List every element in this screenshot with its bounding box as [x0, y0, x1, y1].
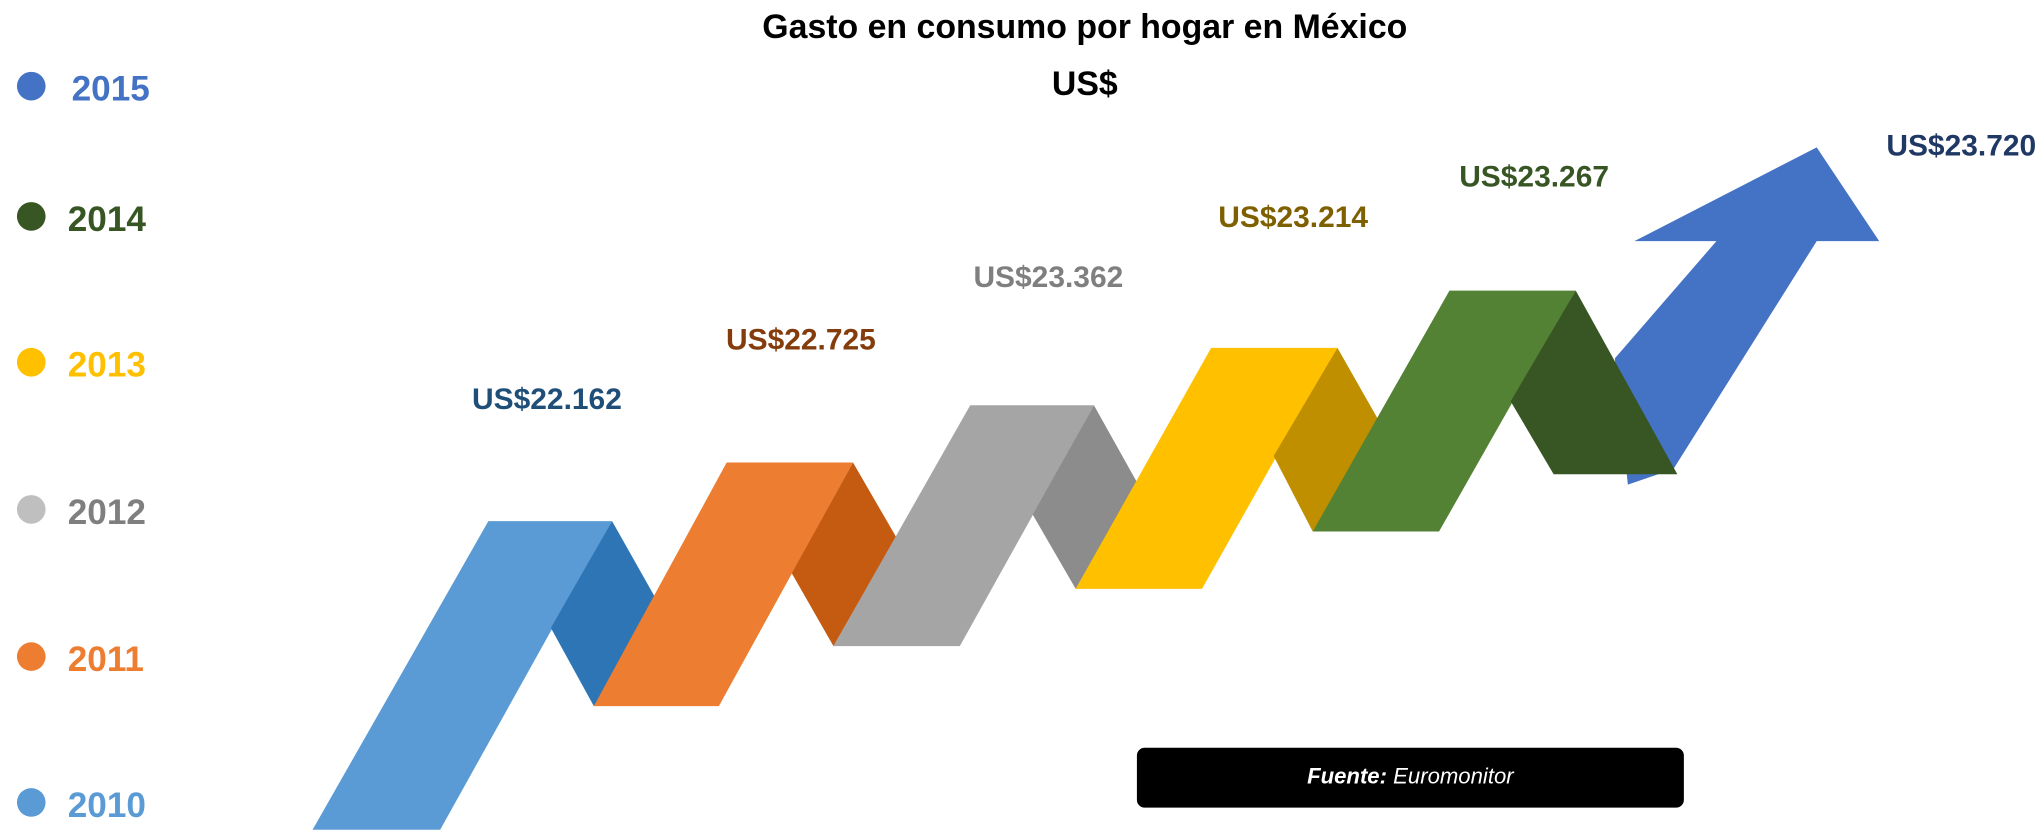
legend-label: 2015 — [72, 70, 150, 109]
value-label: US$23.214 — [1218, 201, 1368, 234]
value-label: US$22.162 — [472, 383, 622, 416]
chart: Gasto en consumo por hogar en México US$… — [0, 0, 2042, 830]
chart-subtitle: US$ — [1052, 65, 1118, 103]
source-text: Euromonitor — [1393, 764, 1515, 789]
legend-dot — [17, 642, 46, 671]
ribbon — [313, 147, 1880, 829]
value-label: US$23.362 — [973, 261, 1123, 294]
source-note: Fuente: Euromonitor — [1307, 764, 1515, 789]
page: Gasto en consumo por hogar en México US$… — [0, 0, 2042, 830]
chart-title: Gasto en consumo por hogar en México — [762, 8, 1407, 46]
value-label: US$23.720 — [1886, 129, 2036, 162]
source-label: Fuente: — [1307, 764, 1387, 789]
legend-label: 2010 — [68, 786, 146, 825]
legend-label: 2011 — [68, 640, 144, 679]
legend-dot — [17, 788, 46, 817]
value-label: US$23.267 — [1459, 161, 1609, 194]
ribbon-segment — [313, 521, 613, 830]
legend-dot — [17, 202, 46, 231]
legend-label: 2013 — [68, 346, 146, 385]
legend-label: 2014 — [68, 200, 147, 239]
legend-dot — [17, 348, 46, 377]
legend-dot — [17, 495, 46, 524]
legend-dot — [17, 72, 46, 101]
value-label: US$22.725 — [726, 323, 876, 356]
legend-label: 2012 — [68, 493, 146, 532]
